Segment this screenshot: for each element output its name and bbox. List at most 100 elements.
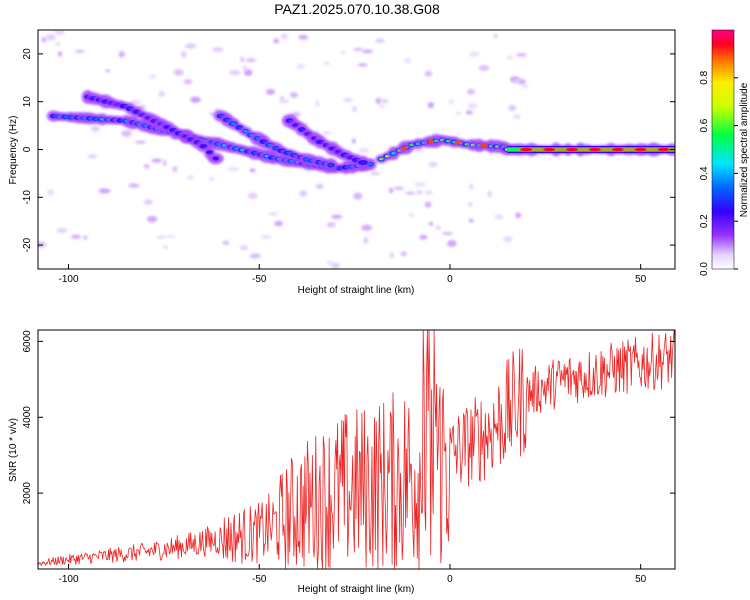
spectral-speckle: [105, 69, 111, 73]
spectral-speckle: [247, 192, 258, 200]
spectral-speckle: [173, 69, 184, 76]
spectral-core: [164, 125, 170, 129]
spectral-speckle: [326, 260, 334, 266]
spectral-speckle: [357, 63, 368, 67]
spectral-speckle: [467, 102, 478, 109]
carrier-peak: [543, 147, 556, 152]
spectrogram-y-tick-label: 0: [22, 146, 33, 152]
colorbar-tick-label: 0.8: [699, 70, 710, 84]
spectral-speckle: [363, 236, 369, 244]
spectral-speckle: [274, 220, 283, 227]
spectral-speckle: [38, 241, 47, 248]
spectral-speckle: [279, 99, 289, 104]
snr-x-tick-label: 0: [447, 574, 453, 585]
snr-x-tick-label: -100: [59, 574, 79, 585]
spectral-speckle: [516, 53, 527, 57]
spectral-speckle: [146, 215, 158, 223]
colorbar-label: Normalized spectral amplitude: [739, 82, 750, 217]
spectrogram-x-tick-label: -100: [59, 274, 79, 285]
spectrogram-x-tick-label: 0: [447, 274, 453, 285]
spectral-speckle: [298, 34, 308, 40]
spectral-speckle: [375, 38, 385, 44]
snr-x-label: Height of straight line (km): [298, 584, 415, 595]
spectral-speckle: [361, 49, 374, 54]
spectral-core: [134, 110, 139, 114]
spectral-core: [207, 151, 212, 154]
spectral-core: [237, 126, 242, 129]
carrier-peak: [611, 147, 624, 152]
spectral-speckle: [435, 225, 441, 230]
spectral-speckle: [455, 111, 462, 116]
spectrogram-x-ticks: -100 -50 0 50: [59, 264, 647, 285]
spectral-speckle: [424, 70, 433, 77]
spectral-speckle: [180, 50, 187, 58]
spectral-core: [213, 157, 218, 160]
spectral-speckle: [343, 98, 354, 102]
spectral-core: [231, 122, 236, 125]
carrier-peak: [454, 140, 461, 145]
spectral-speckle: [41, 36, 47, 43]
spectral-core: [360, 161, 366, 164]
spectral-speckle: [245, 58, 257, 63]
spectral-speckle: [351, 138, 356, 144]
spectral-speckle: [151, 158, 162, 163]
spectral-speckle: [47, 189, 54, 196]
spectral-speckle: [296, 63, 306, 70]
spectral-speckle: [428, 161, 438, 168]
spectral-core: [273, 146, 279, 150]
snr-series-line: [38, 330, 675, 569]
spectral-speckle: [121, 130, 132, 137]
spectral-core: [318, 140, 323, 144]
spectral-speckle: [185, 43, 197, 49]
spectral-speckle: [508, 104, 517, 111]
snr-y-label: SNR (10 * v/v): [8, 418, 19, 482]
spectral-speckle: [400, 251, 407, 257]
spectral-speckle: [55, 42, 61, 46]
spectral-speckle: [405, 191, 415, 195]
spectral-speckle: [370, 171, 381, 176]
snr-x-tick-label: 50: [635, 574, 647, 585]
spectral-speckle: [57, 51, 63, 57]
spectral-speckle: [183, 79, 193, 85]
spectral-speckle: [82, 235, 88, 240]
spectral-speckle: [326, 222, 336, 228]
spectral-speckle: [222, 240, 230, 246]
spectral-speckle: [428, 221, 434, 226]
spectral-speckle: [249, 168, 256, 173]
spectral-speckle: [54, 30, 65, 36]
spectral-ridges: [38, 30, 675, 269]
spectral-speckle: [378, 105, 386, 109]
spectral-speckle: [503, 236, 513, 243]
spectral-speckle: [242, 64, 248, 72]
spectral-speckle: [156, 235, 166, 239]
snr-x-tick-label: -50: [252, 574, 267, 585]
spectral-core: [328, 163, 334, 167]
spectral-speckle: [162, 159, 167, 167]
spectral-speckle: [186, 175, 195, 180]
spectral-speckle: [289, 92, 299, 99]
spectral-speckle: [419, 234, 428, 240]
carrier-peak: [634, 147, 647, 152]
spectral-speckle: [494, 214, 504, 220]
spectral-speckle: [229, 70, 241, 76]
spectral-speckle: [515, 212, 522, 218]
spectral-speckle: [512, 78, 523, 83]
spectral-speckle: [375, 97, 382, 105]
spectral-speckle: [148, 74, 157, 80]
spectral-speckle: [74, 49, 85, 53]
spectrogram-x-tick-label: -50: [252, 274, 267, 285]
carrier-peak: [566, 147, 579, 152]
spectral-core: [183, 135, 188, 138]
spectral-speckle: [389, 252, 394, 259]
snr-x-ticks: -100 -50 0 50: [59, 564, 647, 585]
spectral-speckle: [468, 202, 473, 207]
colorbar: 0.0 0.2 0.4 0.6 0.8 Normalized spectral ampl…: [699, 29, 750, 276]
spectral-speckle: [98, 188, 111, 194]
spectral-speckle: [323, 61, 331, 66]
spectral-speckle: [165, 234, 176, 238]
spectral-speckle: [134, 140, 147, 144]
carrier-peak: [588, 147, 601, 152]
spectral-speckle: [465, 110, 473, 115]
